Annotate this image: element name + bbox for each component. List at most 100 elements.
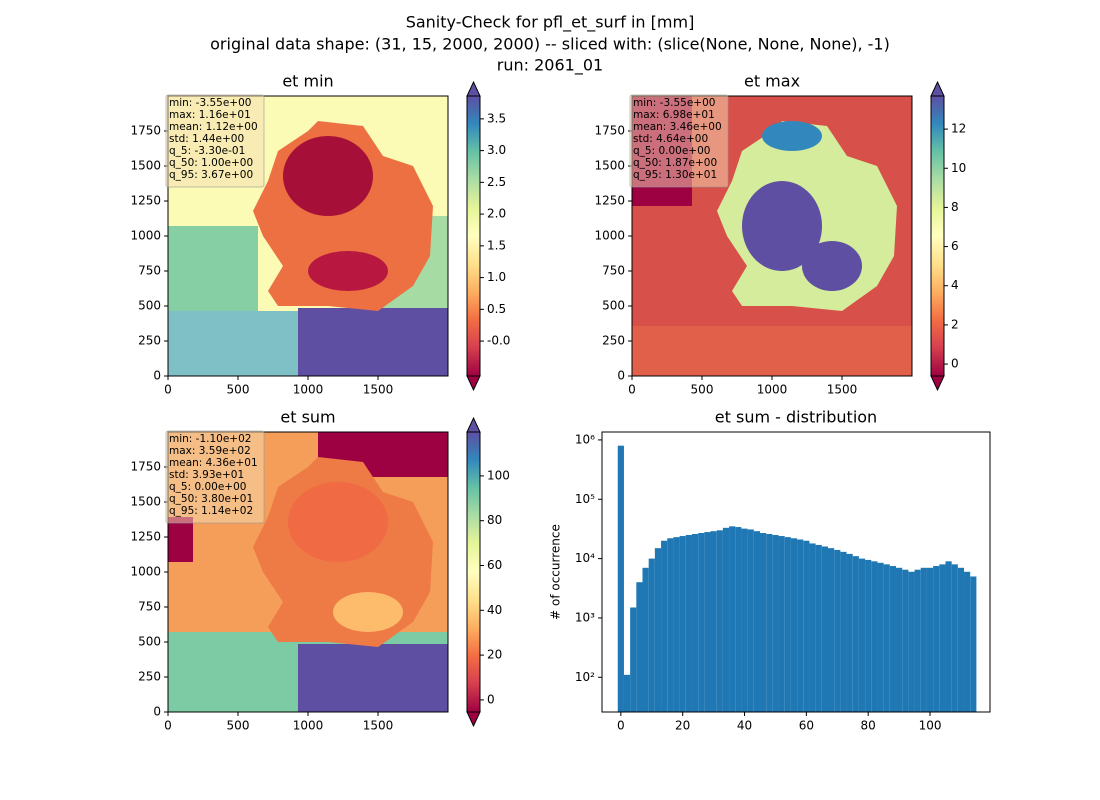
y-tick-label: 500 — [138, 635, 161, 649]
bar — [939, 564, 946, 712]
bar — [710, 531, 717, 712]
image-patch — [298, 308, 448, 376]
bar — [747, 529, 754, 712]
bar — [722, 527, 730, 712]
stats-line: min: -3.55e+00 — [633, 97, 715, 109]
colorbar-extend-top — [466, 416, 481, 433]
bar — [970, 576, 977, 712]
y-tick-label: 1000 — [130, 565, 161, 579]
colorbar-tick-label: 6 — [951, 239, 959, 253]
image-patch — [168, 517, 193, 562]
colorbar-tick-label: 0 — [487, 692, 495, 706]
bar — [964, 571, 971, 712]
bar — [834, 549, 841, 712]
bar — [926, 567, 934, 712]
colorbar-tick-label: -0.0 — [487, 334, 510, 348]
bar — [735, 527, 742, 712]
bar — [797, 539, 804, 712]
y-tick-label: 750 — [138, 264, 161, 278]
axes-frame — [601, 431, 991, 713]
stats-line: max: 6.98e+01 — [633, 109, 715, 121]
colorbar-tick-label: 4 — [951, 278, 959, 292]
bar — [852, 556, 859, 712]
y-tick-label: 750 — [138, 600, 161, 614]
bar — [654, 548, 662, 712]
colorbar-tick-label: 0.5 — [487, 302, 506, 316]
colorbar-tick-label: 100 — [487, 468, 510, 482]
bar — [759, 533, 767, 712]
stats-line: mean: 4.36e+01 — [169, 457, 258, 469]
colorbar-tick-label: 2.5 — [487, 175, 506, 189]
heatmap-image — [168, 96, 448, 376]
bar — [753, 531, 760, 712]
colorbar-frame — [466, 431, 481, 713]
y-tick-label: 250 — [602, 334, 625, 348]
x-tick-label: 500 — [691, 383, 714, 397]
heatmap-image — [168, 432, 448, 712]
colorbar-tick-label: 2.0 — [487, 207, 506, 221]
colorbar-tick-label: 60 — [487, 558, 502, 572]
bar — [951, 564, 958, 712]
colorbar-frame — [930, 95, 945, 377]
panel-title: et sum — [280, 408, 335, 427]
stats-line: mean: 3.46e+00 — [633, 121, 722, 133]
stats-line: std: 3.93e+01 — [169, 469, 244, 481]
bar — [636, 582, 643, 712]
colorbar-tick-label: 12 — [951, 122, 966, 136]
y-tick-label: 1000 — [130, 229, 161, 243]
bar — [673, 537, 680, 712]
colorbar-extend-bottom — [466, 711, 481, 728]
x-tick-label: 500 — [227, 719, 250, 733]
stats-line: q_5: -3.30e-01 — [169, 145, 245, 157]
suptitle: run: 2061_01 — [497, 56, 603, 76]
bar — [630, 607, 637, 712]
image-patch — [802, 241, 862, 291]
bar — [809, 543, 816, 712]
x-tick-label: 1500 — [363, 719, 394, 733]
y-tick-label: 250 — [138, 670, 161, 684]
bar — [827, 548, 835, 712]
bar — [716, 530, 723, 712]
colorbar-tick-label: 10 — [951, 161, 966, 175]
colorbar-extend-top — [466, 80, 481, 97]
bar — [648, 558, 655, 712]
image-patch — [333, 592, 403, 632]
stats-bg — [165, 430, 265, 524]
bar — [865, 559, 872, 712]
y-tick-label: 750 — [602, 264, 625, 278]
suptitle: Sanity-Check for pfl_et_surf in [mm] — [406, 13, 695, 33]
x-tick-label: 1000 — [293, 383, 324, 397]
y-tick-label: 250 — [138, 334, 161, 348]
bar — [871, 561, 878, 712]
y-tick-label: 1000 — [594, 229, 625, 243]
colorbar-extend-bottom — [466, 375, 481, 392]
x-tick-label: 0 — [164, 719, 172, 733]
y-tick-label: 10⁴ — [575, 551, 595, 565]
bar — [667, 538, 674, 712]
x-tick-label: 20 — [675, 719, 690, 733]
colorbar-frame — [466, 95, 481, 377]
x-tick-label: 1500 — [363, 383, 394, 397]
stats-line: min: -1.10e+02 — [169, 433, 251, 445]
stats-line: q_95: 1.30e+01 — [633, 169, 717, 181]
image-patch — [762, 121, 822, 151]
bar — [821, 546, 828, 712]
bar — [858, 558, 866, 712]
x-tick-label: 40 — [737, 719, 752, 733]
colorbar-tick-label: 40 — [487, 603, 502, 617]
colorbar-extend-top — [930, 80, 945, 97]
colorbar-tick-label: 20 — [487, 648, 502, 662]
bar — [661, 540, 668, 712]
bar — [846, 553, 853, 712]
x-tick-label: 0 — [628, 383, 636, 397]
y-tick-label: 1250 — [594, 194, 625, 208]
bar — [914, 569, 921, 712]
colorbar-extend-bottom — [930, 375, 945, 392]
colorbar-tick-label: 1.0 — [487, 270, 506, 284]
panel-title: et min — [282, 72, 333, 91]
y-tick-label: 0 — [153, 705, 161, 719]
bar — [908, 571, 915, 712]
bar — [803, 540, 810, 712]
